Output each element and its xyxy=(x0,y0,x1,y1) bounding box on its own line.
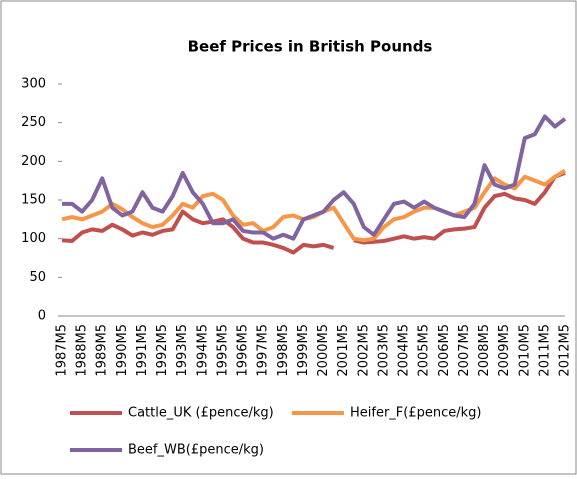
x-tick-label: 2008M5 xyxy=(477,324,492,377)
x-tick-label: 2012M5 xyxy=(558,324,573,377)
y-tick-label: 150 xyxy=(21,193,46,208)
x-tick-label: 2001M5 xyxy=(336,324,351,377)
legend-label: Beef_WB(£pence/kg) xyxy=(128,443,264,458)
y-tick-label: 200 xyxy=(21,154,46,169)
x-tick-label: 1993M5 xyxy=(175,324,190,377)
chart-title: Beef Prices in British Pounds xyxy=(188,38,433,56)
x-tick-label: 2002M5 xyxy=(356,324,371,377)
x-tick-label: 1999M5 xyxy=(296,324,311,377)
x-tick-label: 2004M5 xyxy=(397,324,412,377)
x-tick-label: 2000M5 xyxy=(316,324,331,377)
x-tick-label: 2009M5 xyxy=(497,324,512,377)
x-tick-label: 1992M5 xyxy=(155,324,170,377)
legend-label: Heifer_F(£pence/kg) xyxy=(350,406,482,421)
x-tick-label: 2010M5 xyxy=(517,324,532,377)
series-line xyxy=(62,114,567,241)
x-tick-label: 1987M5 xyxy=(55,324,70,377)
x-tick-label: 1994M5 xyxy=(195,324,210,377)
x-tick-label: 1998M5 xyxy=(276,324,291,377)
x-tick-label: 1989M5 xyxy=(95,324,110,377)
x-tick-label: 2007M5 xyxy=(457,324,472,377)
legend-label: Cattle_UK (£pence/kg) xyxy=(128,406,274,421)
y-tick-label: 50 xyxy=(29,270,46,285)
x-tick-label: 1995M5 xyxy=(215,324,230,377)
series-line xyxy=(353,171,566,245)
x-tick-label: 1988M5 xyxy=(75,324,90,377)
y-tick-label: 300 xyxy=(21,77,46,92)
x-tick-label: 2005M5 xyxy=(417,324,432,377)
y-tick-label: 0 xyxy=(38,309,46,324)
x-tick-label: 1997M5 xyxy=(256,324,271,377)
series-line xyxy=(61,209,335,255)
x-tick-label: 1996M5 xyxy=(236,324,251,377)
x-tick-label: 2006M5 xyxy=(437,324,452,377)
x-tick-label: 1990M5 xyxy=(115,324,130,377)
x-tick-label: 2003M5 xyxy=(376,324,391,377)
x-tick-label: 1991M5 xyxy=(135,324,150,377)
x-tick-label: 2011M5 xyxy=(537,324,552,377)
y-tick-label: 100 xyxy=(21,231,46,246)
y-tick-label: 250 xyxy=(21,115,46,130)
